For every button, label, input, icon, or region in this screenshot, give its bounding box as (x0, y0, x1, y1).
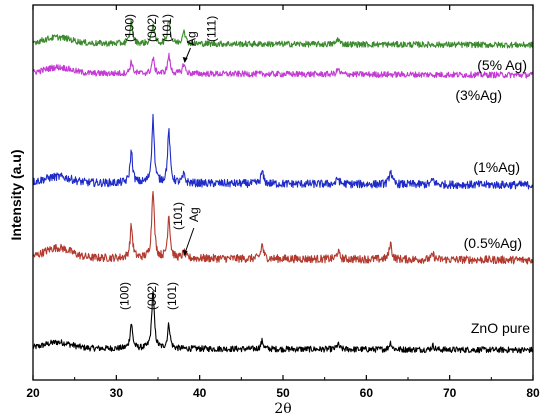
plot-frame (32, 4, 534, 381)
peak-label-4: (111) (204, 16, 218, 42)
x-tick-label-0: 20 (26, 386, 40, 400)
peak-label-6: Ag (187, 207, 201, 222)
x-tick-label-6: 80 (526, 386, 540, 400)
series-line-4 (32, 20, 534, 49)
series-line-1 (32, 190, 534, 265)
peak-label-0: (100) (123, 14, 137, 42)
ag-arrow-top-head (182, 57, 188, 63)
series-layer (32, 20, 534, 354)
x-tick-label-4: 60 (360, 386, 374, 400)
ag-arrow-mid-line (184, 227, 195, 255)
label-layer: ZnO pure (0.5%Ag) (1%Ag) (3%Ag) (5% Ag) (100)… (118, 14, 531, 336)
x-tick-label-2: 40 (193, 386, 207, 400)
peak-label-5: (101) (171, 202, 185, 230)
axis-layer: 20 30 40 50 60 70 80 2θ Intensity (a.u) (8, 4, 540, 417)
peak-label-1: (002) (145, 14, 159, 42)
x-axis-title: 2θ (274, 401, 291, 417)
series-line-3 (32, 52, 534, 79)
series-line-2 (32, 113, 534, 190)
ag-arrow-mid-head (182, 250, 188, 256)
x-tick-label-5: 70 (443, 386, 457, 400)
peak-label-9: (101) (165, 282, 179, 310)
x-tick-label-1: 30 (110, 386, 124, 400)
peak-label-2: (101) (160, 14, 174, 42)
x-tick-label-3: 50 (276, 386, 290, 400)
y-axis-title: Intensity (a.u) (8, 149, 24, 240)
peak-label-7: (100) (118, 282, 132, 310)
series-label-0: ZnO pure (471, 320, 530, 336)
series-label-4: (5% Ag) (477, 57, 527, 73)
series-label-3: (3%Ag) (455, 87, 502, 103)
series-label-1: (0.5%Ag) (464, 235, 522, 251)
peak-label-8: (002) (145, 282, 159, 310)
series-line-0 (32, 291, 534, 354)
peak-label-3: Ag (184, 31, 198, 46)
series-label-2: (1%Ag) (473, 159, 520, 175)
